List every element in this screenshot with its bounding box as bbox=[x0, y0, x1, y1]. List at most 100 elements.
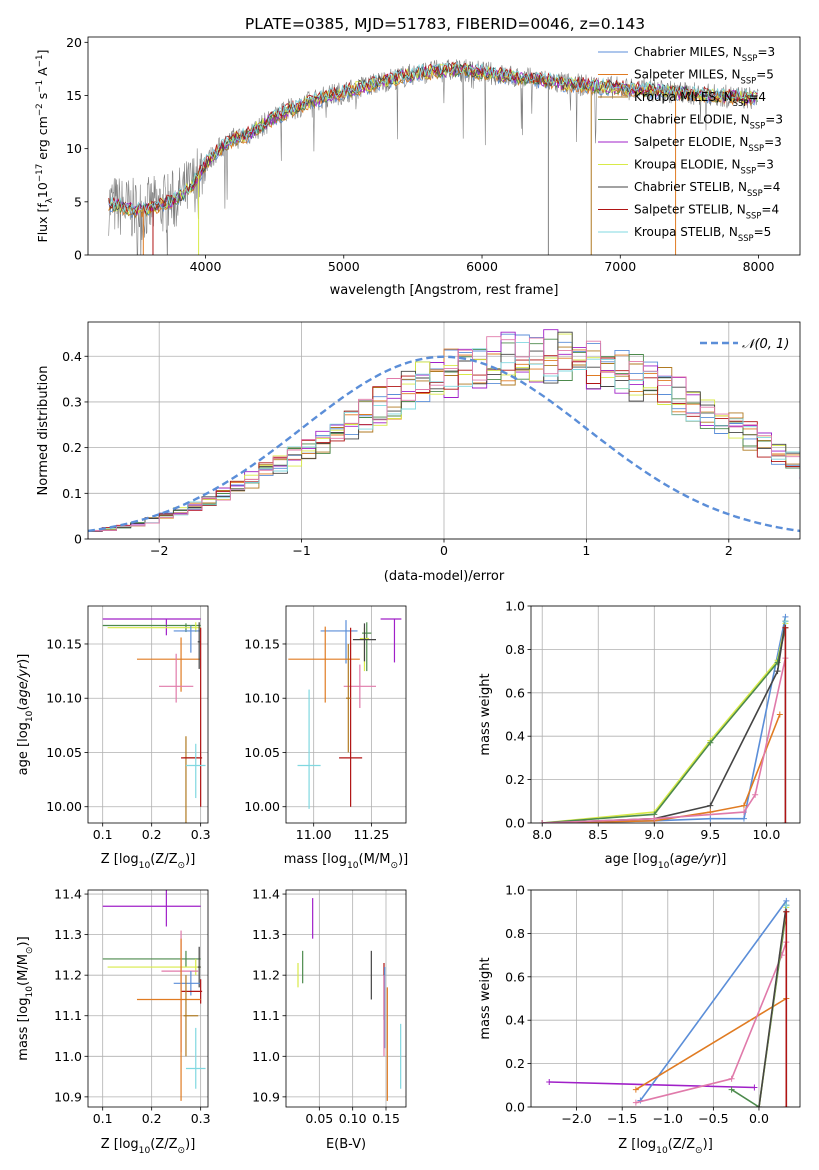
errorbar-krou_miles bbox=[183, 975, 199, 1057]
axes-frame bbox=[530, 605, 801, 824]
x-tick-label: 2 bbox=[725, 543, 733, 558]
y-axis-label: Flux [fλ10−17 erg cm−2 s−1 A−1] bbox=[35, 50, 55, 243]
axes-frame bbox=[285, 889, 407, 1108]
x-tick-label: 8.0 bbox=[532, 827, 552, 842]
weight-marker-pink bbox=[632, 1099, 639, 1106]
axes-weight_vs_age: 8.0 8.5 9.0 9.5 10.0 0.0 0.2 0.4 0.6 0.8 1.0 age [l… bbox=[478, 599, 801, 871]
x-axis-label: Z [log10(Z/Z⊙)] bbox=[618, 1137, 713, 1156]
weight-marker-salp_miles bbox=[776, 711, 783, 718]
legend-label-chab_stelib: Chabrier STELIB, NSSP=4 bbox=[634, 180, 780, 198]
errorbar-salp_miles bbox=[136, 637, 201, 692]
y-tick-label: 0.0 bbox=[505, 816, 525, 831]
errorbar-krou_stelib bbox=[297, 689, 321, 809]
weight-marker-chab_elodie bbox=[728, 1086, 735, 1093]
y-tick-label: 10.15 bbox=[244, 636, 280, 651]
y-tick-label: 11.2 bbox=[54, 968, 82, 983]
y-axis-label: mass [log10(M/M⊙)] bbox=[16, 936, 35, 1060]
y-tick-label: 0.4 bbox=[505, 1013, 525, 1028]
x-tick-label: 11.25 bbox=[353, 827, 389, 842]
x-tick-label: 4000 bbox=[190, 259, 222, 274]
y-tick-label: 0.1 bbox=[62, 486, 82, 501]
y-tick-label: 0.8 bbox=[505, 926, 525, 941]
y-tick-label: 10.9 bbox=[54, 1089, 82, 1104]
x-tick-label: 7000 bbox=[604, 259, 636, 274]
errorbar-pink bbox=[159, 653, 194, 703]
weight-marker-salp_stelib bbox=[782, 820, 789, 823]
y-tick-label: 0.6 bbox=[505, 685, 525, 700]
x-tick-label: 0.10 bbox=[339, 1111, 367, 1126]
x-tick-label: −1.5 bbox=[607, 1111, 637, 1126]
x-tick-label: 6000 bbox=[466, 259, 498, 274]
x-tick-label: 1 bbox=[582, 543, 590, 558]
weight-line-pink bbox=[635, 941, 788, 1104]
model-spectrum-krou_stelib bbox=[108, 61, 758, 214]
errorbar-chab_elodie bbox=[102, 950, 201, 968]
y-tick-label: 0.2 bbox=[505, 1056, 525, 1071]
weight-marker-chab_elodie bbox=[707, 739, 714, 746]
plot-area bbox=[288, 618, 402, 809]
plot-area bbox=[546, 897, 790, 1107]
x-tick-label: −1.0 bbox=[653, 1111, 683, 1126]
x-tick-label: 0.2 bbox=[142, 827, 162, 842]
gridlines bbox=[88, 890, 208, 1107]
x-tick-label: 8.5 bbox=[588, 827, 608, 842]
weight-marker-chab_stelib bbox=[774, 668, 781, 675]
gaussian-curve bbox=[88, 355, 800, 533]
x-axis-label: mass [log10(M/M⊙)] bbox=[284, 852, 408, 871]
y-tick-label: 10.00 bbox=[244, 799, 280, 814]
x-tick-label: −2 bbox=[150, 543, 168, 558]
y-axis-label: mass weight bbox=[478, 673, 493, 755]
model-spectrum-salp_stelib bbox=[108, 61, 758, 215]
axes-spectrum: 4000 5000 6000 7000 8000 0 5 10 15 20 wavelength [… bbox=[35, 35, 801, 298]
x-tick-label: −2.0 bbox=[561, 1111, 591, 1126]
weight-marker-salp_elodie bbox=[546, 1079, 553, 1086]
y-tick-label: 11.3 bbox=[54, 927, 82, 942]
y-axis-label: mass weight bbox=[478, 957, 493, 1039]
legend-label-salp_stelib: Salpeter STELIB, NSSP=4 bbox=[634, 203, 779, 221]
y-tick-label: 10.10 bbox=[46, 691, 82, 706]
x-axis-label: wavelength [Angstrom, rest frame] bbox=[330, 283, 559, 298]
y-tick-label: 11.0 bbox=[252, 1049, 280, 1064]
weight-line-chab_miles bbox=[639, 900, 787, 1101]
x-tick-label: −1 bbox=[292, 543, 310, 558]
x-axis-label: Z [log10(Z/Z⊙)] bbox=[101, 852, 196, 871]
errorbar-krou_elodie bbox=[107, 958, 201, 976]
axes-age_vs_Z: 0.1 0.2 0.3 10.00 10.05 10.10 10.15 Z [log10(Z/… bbox=[16, 605, 211, 871]
y-tick-label: 11.1 bbox=[252, 1008, 280, 1023]
axes-mass_vs_EBV: 0.05 0.10 0.15 10.9 11.0 11.1 11.2 11.3 11.4 E(B-… bbox=[252, 887, 407, 1152]
axes-frame bbox=[530, 889, 801, 1108]
weight-marker-salp_elodie bbox=[751, 1084, 758, 1091]
weight-marker-pink bbox=[539, 820, 546, 823]
x-tick-label: 0.3 bbox=[191, 1111, 211, 1126]
weight-marker-pink bbox=[728, 1075, 735, 1082]
x-tick-label: 0.15 bbox=[372, 1111, 400, 1126]
weight-marker-salp_stelib bbox=[783, 908, 790, 915]
x-tick-label: 0.0 bbox=[749, 1111, 769, 1126]
weight-marker-salp_miles bbox=[632, 1086, 639, 1093]
y-tick-label: 0 bbox=[74, 532, 82, 547]
errorbar-salp_stelib bbox=[181, 627, 203, 807]
x-tick-label: 10.0 bbox=[752, 827, 780, 842]
legend-label-salp_miles: Salpeter MILES, NSSP=5 bbox=[634, 68, 774, 86]
legend-label-salp_elodie: Salpeter ELODIE, NSSP=3 bbox=[634, 135, 782, 153]
x-tick-label: 0.2 bbox=[142, 1111, 162, 1126]
y-tick-label: 11.1 bbox=[54, 1008, 82, 1023]
x-tick-label: 0 bbox=[440, 543, 448, 558]
plot-area bbox=[88, 329, 800, 539]
y-tick-label: 5 bbox=[74, 194, 82, 209]
x-axis-label: E(B-V) bbox=[326, 1137, 366, 1152]
x-tick-label: −0.5 bbox=[698, 1111, 728, 1126]
y-tick-label: 11.0 bbox=[54, 1049, 82, 1064]
weight-marker-pink bbox=[752, 791, 759, 798]
weight-marker-chab_stelib bbox=[755, 1104, 762, 1107]
y-tick-label: 10.00 bbox=[46, 799, 82, 814]
axes-frame bbox=[87, 889, 209, 1108]
y-tick-label: 1.0 bbox=[505, 883, 525, 898]
weight-marker-chab_stelib bbox=[707, 802, 714, 809]
x-tick-label: 5000 bbox=[328, 259, 360, 274]
y-tick-label: 0.4 bbox=[505, 729, 525, 744]
plot-area bbox=[102, 890, 206, 1101]
plot-area bbox=[108, 59, 759, 255]
errorbar-chab_stelib bbox=[352, 623, 376, 662]
plot-area bbox=[102, 618, 206, 823]
